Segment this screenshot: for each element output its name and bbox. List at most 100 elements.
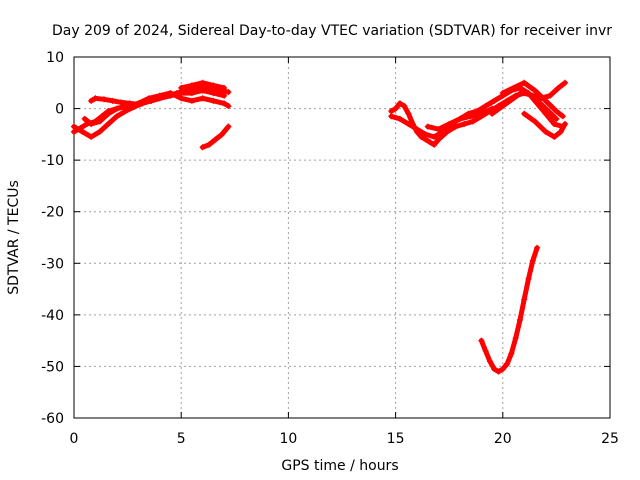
data-point-track-h-2 <box>405 121 412 128</box>
data-point-track-b-5 <box>113 113 120 120</box>
y-tick-label-5: -10 <box>41 153 64 169</box>
axis-ticks: 0 5 10 15 20 25 -60 -50 -40 -30 -20 -10 0 10 <box>41 50 619 447</box>
data-point-track-g-24 <box>546 92 553 99</box>
data-point-track-m-0 <box>478 337 485 344</box>
data-point-track-c-13 <box>210 97 217 104</box>
series-track-c <box>81 90 232 128</box>
data-point-track-h-12 <box>491 97 498 104</box>
data-point-track-b-12 <box>178 90 185 97</box>
x-tick-label-2: 10 <box>279 431 297 447</box>
data-point-track-h-3 <box>414 126 421 133</box>
data-point-track-m-6 <box>504 360 511 367</box>
x-axis-title: GPS time / hours <box>281 458 398 474</box>
data-point-track-m-1 <box>482 347 489 354</box>
data-point-track-c-9 <box>167 90 174 97</box>
data-point-track-l-4 <box>557 128 564 135</box>
data-point-track-k-5 <box>553 108 560 115</box>
data-point-track-e-4 <box>221 84 228 91</box>
data-point-track-g-8 <box>422 136 429 143</box>
series-track-d <box>88 95 142 108</box>
data-point-track-m-7 <box>508 350 515 357</box>
data-point-track-f-3 <box>218 131 225 138</box>
data-point-track-b-0 <box>71 123 77 130</box>
data-point-track-m-12 <box>529 257 536 264</box>
data-point-track-m-3 <box>491 366 498 373</box>
data-point-track-f-1 <box>206 141 213 148</box>
data-point-track-f-0 <box>199 144 206 151</box>
data-point-track-g-1 <box>392 105 399 112</box>
y-tick-label-3: -30 <box>41 256 64 272</box>
x-tick-label-5: 25 <box>601 431 619 447</box>
data-point-track-g-25 <box>555 84 562 91</box>
data-point-track-c-0 <box>81 115 88 122</box>
data-point-track-d-0 <box>88 97 95 104</box>
data-point-track-b-6 <box>122 108 129 115</box>
y-tick-label-6: 0 <box>55 102 64 118</box>
x-tick-label-3: 15 <box>387 431 405 447</box>
data-point-track-m-11 <box>525 275 532 282</box>
data-point-track-c-14 <box>221 100 228 107</box>
data-point-track-b-16 <box>221 92 228 99</box>
data-point-track-g-0 <box>388 108 395 115</box>
series-track-e <box>178 79 228 91</box>
chart-title: Day 209 of 2024, Sidereal Day-to-day VTE… <box>52 23 612 39</box>
data-point-track-c-3 <box>105 110 112 117</box>
data-point-track-h-11 <box>482 102 489 109</box>
data-point-track-b-2 <box>88 133 95 140</box>
data-point-track-g-7 <box>418 133 425 140</box>
data-point-track-h-19 <box>551 121 558 128</box>
data-point-track-h-4 <box>422 131 429 138</box>
x-tick-label-4: 20 <box>494 431 512 447</box>
data-point-track-j-0 <box>489 110 496 117</box>
data-point-track-m-9 <box>516 317 523 324</box>
data-point-track-c-1 <box>88 121 95 128</box>
x-tick-label-1: 5 <box>177 431 186 447</box>
data-point-track-m-10 <box>521 296 528 303</box>
data-point-track-m-4 <box>495 368 502 375</box>
data-point-track-m-5 <box>499 366 506 373</box>
data-point-track-m-13 <box>534 244 541 251</box>
data-point-track-i-5 <box>478 110 485 117</box>
y-tick-label-7: 10 <box>46 50 64 66</box>
data-point-track-c-8 <box>156 92 163 99</box>
series-track-f <box>199 123 232 151</box>
data-point-track-e-0 <box>178 84 185 91</box>
data-point-track-j-6 <box>553 115 560 122</box>
data-point-track-b-4 <box>105 121 112 128</box>
series-line-track-c <box>82 90 231 127</box>
data-point-track-f-2 <box>212 136 219 143</box>
data-point-track-g-15 <box>469 118 476 125</box>
data-marks <box>71 79 568 375</box>
series-line-track-a <box>71 85 231 135</box>
data-point-track-i-1 <box>435 126 442 133</box>
data-point-track-g-9 <box>426 139 433 146</box>
data-point-track-k-6 <box>559 113 566 120</box>
series-track-k <box>499 79 566 120</box>
data-point-track-d-3 <box>109 97 116 104</box>
data-point-track-a-19 <box>225 89 232 96</box>
data-point-track-b-1 <box>79 128 86 135</box>
y-axis-title: SDTVAR / TECUs <box>6 180 22 295</box>
data-point-track-k-0 <box>499 90 506 97</box>
data-point-track-i-0 <box>424 123 431 130</box>
data-point-track-a-0 <box>71 128 77 135</box>
data-point-track-l-2 <box>542 128 549 135</box>
data-point-track-l-5 <box>561 121 568 128</box>
y-tick-label-2: -40 <box>41 308 64 324</box>
data-point-track-i-6 <box>489 105 496 112</box>
series-track-i <box>424 105 496 133</box>
series-track-j <box>489 87 560 122</box>
data-point-track-g-11 <box>435 136 442 143</box>
data-point-track-g-13 <box>452 123 459 130</box>
data-point-track-h-5 <box>431 133 438 140</box>
data-point-track-b-15 <box>210 90 217 97</box>
data-point-track-c-12 <box>199 95 206 102</box>
series-track-m <box>478 244 541 375</box>
data-point-track-d-1 <box>92 95 99 102</box>
data-point-track-c-15 <box>225 102 232 109</box>
data-point-track-k-4 <box>542 97 549 104</box>
data-point-track-i-2 <box>446 121 453 128</box>
data-point-track-m-8 <box>512 335 519 342</box>
data-point-track-b-3 <box>96 128 103 135</box>
